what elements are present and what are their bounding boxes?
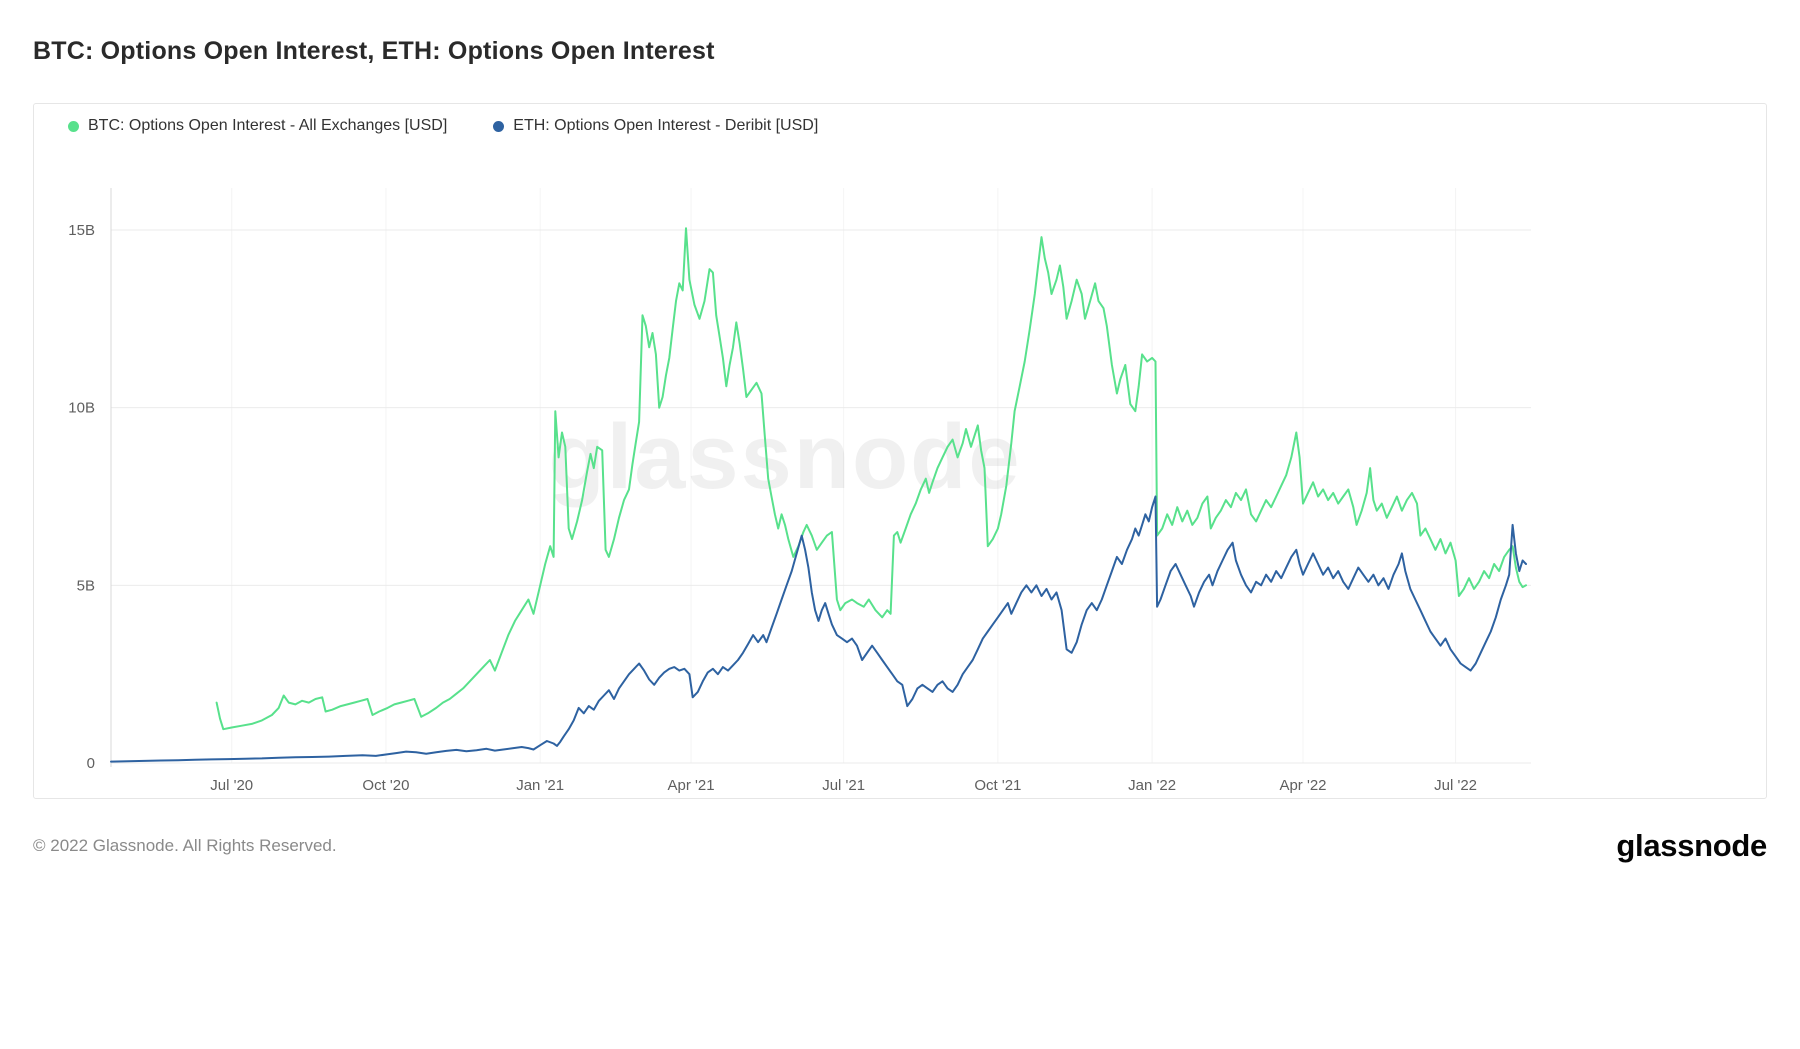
y-axis-label: 15B	[68, 222, 95, 239]
chart-legend: BTC: Options Open Interest - All Exchang…	[34, 104, 1766, 148]
legend-dot-btc	[68, 120, 79, 132]
x-axis-label: Oct '21	[974, 777, 1021, 794]
x-axis-label: Apr '22	[1279, 777, 1326, 794]
x-axis-label: Jan '21	[516, 777, 564, 794]
x-axis-label: Jul '21	[822, 777, 865, 794]
glassnode-logo: glassnode	[1616, 828, 1767, 863]
glassnode-watermark: glassnode	[548, 406, 1021, 508]
chart-card: BTC: Options Open Interest - All Exchang…	[33, 103, 1767, 799]
page-title: BTC: Options Open Interest, ETH: Options…	[33, 37, 715, 65]
eth-line	[110, 495, 1527, 763]
x-axis-label: Apr '21	[668, 777, 715, 794]
x-axis-label: Oct '20	[362, 777, 409, 794]
y-axis-label: 5B	[77, 577, 95, 594]
legend-label: BTC: Options Open Interest - All Exchang…	[88, 117, 448, 134]
legend-item-btc[interactable]: BTC: Options Open Interest - All Exchang…	[68, 117, 447, 135]
page: BTC: Options Open Interest, ETH: Options…	[0, 36, 1800, 869]
y-axis-label: 10B	[68, 400, 95, 417]
x-axis-label: Jul '20	[210, 777, 253, 794]
x-axis-label: Jan '22	[1128, 777, 1176, 794]
chart-svg: 0 5B 10B 15B glassnode Jul '20 Oct '20 Jan '21 A…	[68, 188, 1531, 794]
x-axis-label: Jul '22	[1434, 777, 1477, 794]
copyright-text: © 2022 Glassnode. All Rights Reserved.	[33, 836, 337, 855]
legend-label: ETH: Options Open Interest - Deribit [US…	[513, 117, 819, 134]
btc-line	[215, 227, 1527, 731]
chart-plot-area[interactable]: 0 5B 10B 15B glassnode Jul '20 Oct '20 Jan '21 A…	[34, 148, 1766, 798]
page-footer: © 2022 Glassnode. All Rights Reserved. g…	[33, 823, 1767, 869]
y-axis-label: 0	[87, 755, 95, 772]
legend-dot-eth	[493, 120, 505, 132]
legend-item-eth[interactable]: ETH: Options Open Interest - Deribit [US…	[493, 117, 818, 135]
